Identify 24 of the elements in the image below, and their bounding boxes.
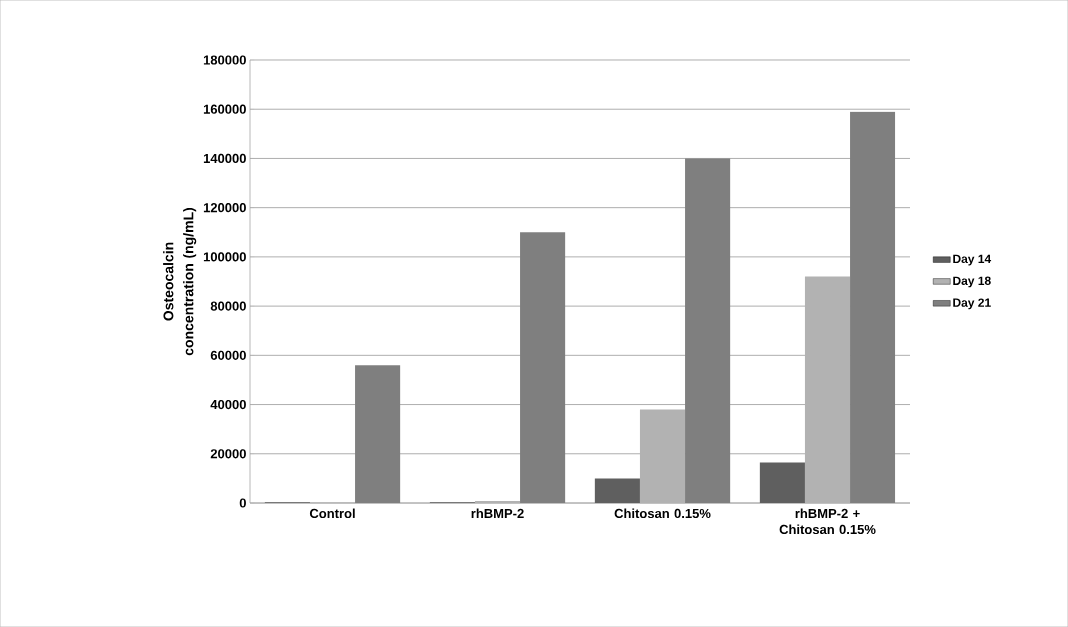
bar bbox=[850, 111, 896, 503]
y-tick-label: 20000 bbox=[210, 449, 246, 459]
x-tick-label: Control bbox=[309, 508, 355, 519]
y-tick-label: 60000 bbox=[210, 350, 246, 360]
bar bbox=[355, 365, 401, 503]
y-tick-label: 180000 bbox=[203, 55, 246, 65]
legend-label: Day 21 bbox=[953, 298, 991, 310]
legend-label: Day 14 bbox=[953, 254, 992, 266]
x-tick-label: Chitosan 0.15% bbox=[614, 508, 711, 519]
y-tick-label: 80000 bbox=[210, 301, 246, 311]
bar bbox=[685, 158, 731, 503]
bar bbox=[594, 478, 640, 503]
legend-label: Day 18 bbox=[953, 276, 991, 288]
y-tick-label: 120000 bbox=[203, 203, 246, 213]
bar bbox=[520, 232, 566, 503]
y-axis-title: Osteocalcin concentration (ng/mL) bbox=[163, 207, 197, 356]
y-tick-label: 140000 bbox=[203, 153, 246, 164]
y-tick-label: 100000 bbox=[203, 252, 246, 262]
y-tick-label: 40000 bbox=[210, 399, 246, 410]
x-tick-label: rhBMP-2 + Chitosan 0.15% bbox=[779, 508, 876, 535]
bar bbox=[759, 462, 805, 503]
y-tick-label: 160000 bbox=[203, 104, 246, 114]
x-tick-label: rhBMP-2 bbox=[471, 508, 524, 518]
y-tick-label: 0 bbox=[239, 498, 246, 508]
